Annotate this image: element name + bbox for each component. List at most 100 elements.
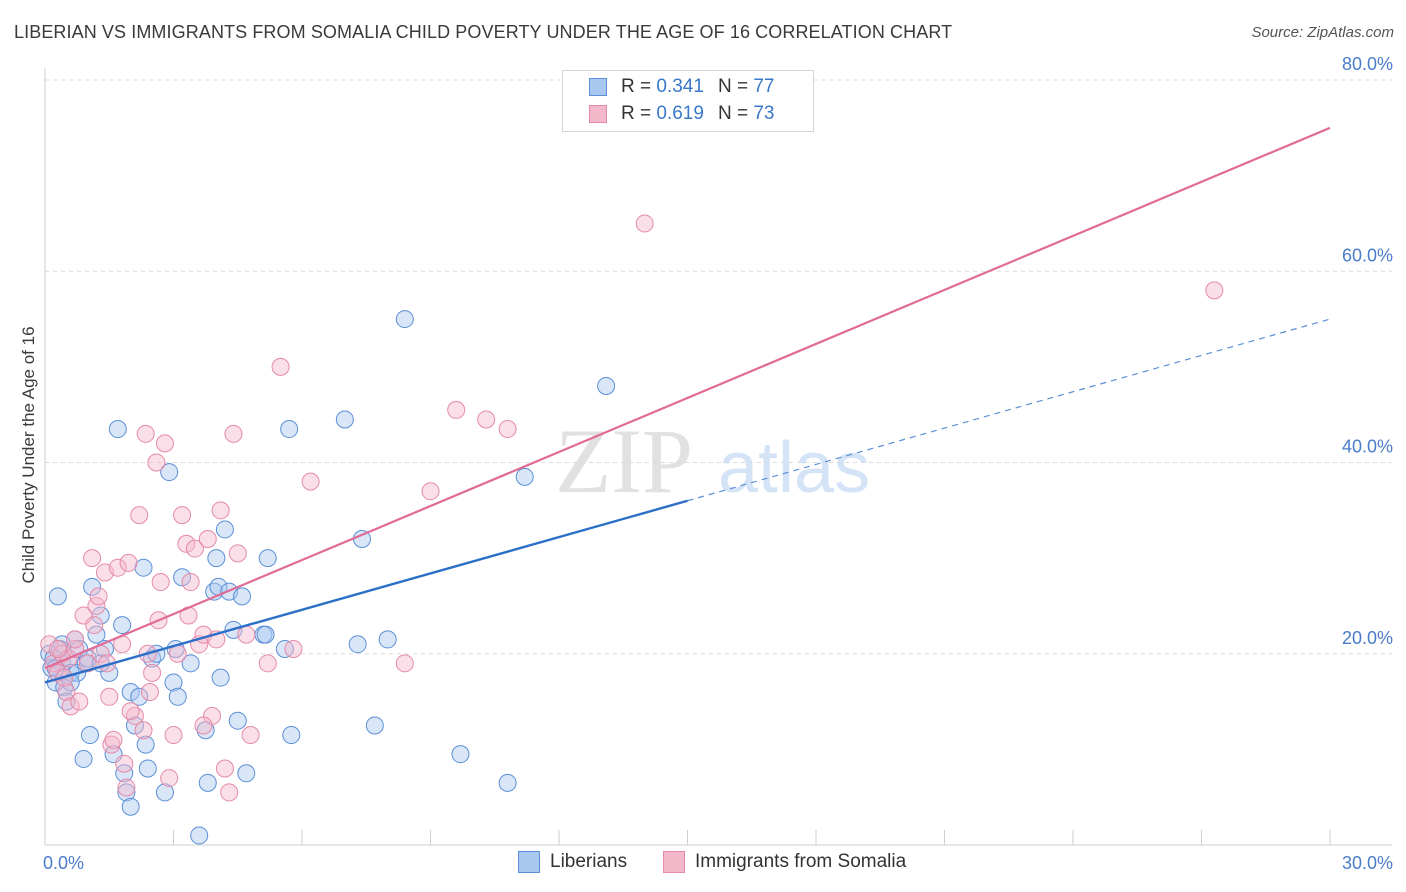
data-point <box>168 687 187 706</box>
data-point <box>198 773 217 792</box>
data-point <box>220 783 239 802</box>
data-point <box>155 434 174 453</box>
data-point <box>117 783 136 802</box>
series-somalia-points <box>40 214 1224 802</box>
series-legend: Liberians Immigrants from Somalia <box>0 851 1406 879</box>
data-point <box>48 639 67 658</box>
data-point <box>40 635 59 654</box>
data-point <box>215 759 234 778</box>
data-point <box>121 702 140 721</box>
data-point <box>211 501 230 520</box>
data-point <box>284 639 303 658</box>
legend-item-somalia: Immigrants from Somalia <box>663 851 906 873</box>
data-point <box>130 506 149 525</box>
data-point <box>258 654 277 673</box>
data-point <box>155 783 174 802</box>
legend-r-value: 0.341 <box>656 76 704 97</box>
data-point <box>185 539 204 558</box>
x-tick-label-min: 0.0% <box>43 853 84 873</box>
data-point <box>280 420 299 439</box>
data-point <box>224 424 243 443</box>
data-point <box>136 735 155 754</box>
data-point <box>198 530 217 548</box>
data-point <box>136 424 155 443</box>
data-point <box>65 630 84 649</box>
data-point <box>211 668 230 687</box>
data-point <box>215 520 234 539</box>
data-point <box>365 716 384 735</box>
data-point <box>138 759 157 778</box>
data-point <box>256 625 275 644</box>
data-point <box>104 730 123 749</box>
legend-swatch-blue <box>589 78 607 96</box>
data-point <box>194 716 213 735</box>
x-tick-label-max: 30.0% <box>1342 853 1393 873</box>
data-point <box>108 558 127 577</box>
tick-labels: 20.0% 40.0% 60.0% 80.0% 0.0% 30.0% <box>43 54 1393 873</box>
data-point <box>498 420 517 439</box>
data-point <box>181 654 200 673</box>
data-point <box>57 683 76 701</box>
legend-label-liberians: Liberians <box>550 851 628 872</box>
data-point <box>108 420 127 439</box>
legend-n-label: N = <box>717 76 749 97</box>
y-tick-label: 80.0% <box>1342 54 1393 74</box>
data-point <box>147 453 166 472</box>
data-point <box>271 357 290 376</box>
data-point <box>143 663 162 682</box>
data-point <box>70 692 89 711</box>
data-point <box>117 778 136 797</box>
chart-title: LIBERIAN VS IMMIGRANTS FROM SOMALIA CHIL… <box>14 22 953 42</box>
data-point <box>115 754 134 773</box>
data-point <box>140 683 159 701</box>
data-point <box>173 506 192 525</box>
data-point <box>301 472 320 491</box>
data-point <box>451 745 470 764</box>
data-point <box>177 534 196 553</box>
data-point <box>597 377 616 395</box>
data-point <box>89 587 108 606</box>
data-point <box>115 764 134 783</box>
data-point <box>102 735 121 754</box>
data-point <box>100 687 119 706</box>
data-point <box>160 769 179 788</box>
legend-r-value: 0.619 <box>656 103 704 124</box>
data-point <box>228 711 247 730</box>
data-point <box>130 687 149 706</box>
data-point <box>83 549 102 568</box>
legend-row-somalia: R = 0.619 N = 73 <box>589 102 774 126</box>
data-point <box>74 749 93 768</box>
data-point <box>48 587 67 606</box>
data-point <box>164 726 183 745</box>
data-point <box>378 630 397 649</box>
data-point <box>258 549 277 568</box>
data-point <box>134 558 153 577</box>
data-point <box>228 544 247 563</box>
data-point <box>85 616 104 635</box>
legend-r-label: R = <box>621 76 652 97</box>
legend-n-value: 77 <box>753 76 775 97</box>
trend-lines <box>44 126 1331 684</box>
data-point <box>237 625 256 644</box>
trend-line-liberians <box>44 499 688 684</box>
data-point <box>1205 281 1224 300</box>
data-point <box>498 773 517 792</box>
data-point <box>83 577 102 596</box>
legend-item-liberians: Liberians <box>518 851 627 873</box>
legend-swatch-pink <box>589 105 607 123</box>
data-point <box>395 654 414 673</box>
y-axis-title: Child Poverty Under the Age of 16 <box>19 326 38 583</box>
data-point <box>190 826 209 845</box>
source-label: Source: ZipAtlas.com <box>1251 24 1394 41</box>
y-tick-label: 60.0% <box>1342 245 1393 265</box>
data-point <box>134 721 153 740</box>
legend-label-somalia: Immigrants from Somalia <box>695 851 907 872</box>
watermark-zip: ZIP <box>555 410 693 512</box>
data-point <box>80 726 99 745</box>
data-point <box>237 764 256 783</box>
data-point <box>125 716 144 735</box>
data-point <box>635 214 654 233</box>
data-point <box>78 654 97 673</box>
data-point <box>207 549 226 568</box>
